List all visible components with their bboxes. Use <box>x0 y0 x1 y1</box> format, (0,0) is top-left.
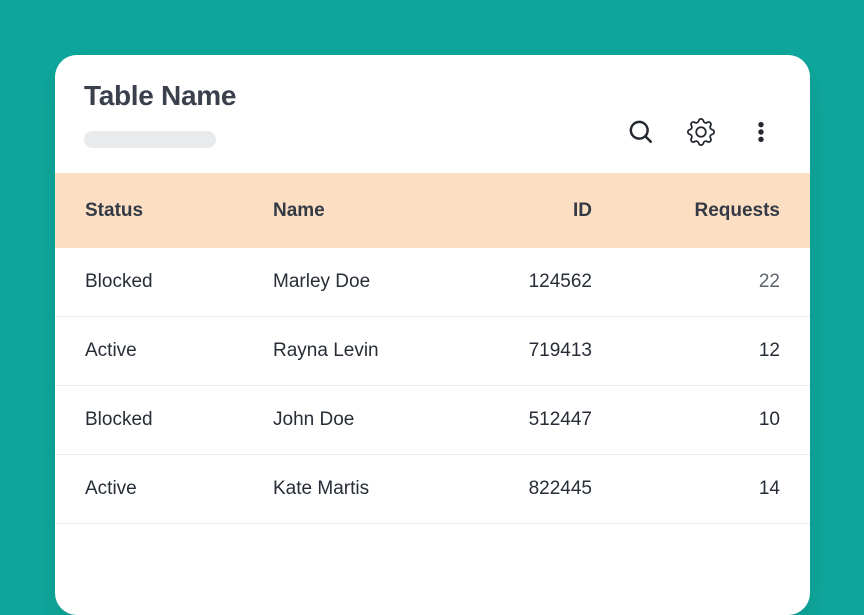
table-row-partial <box>55 524 810 564</box>
cell-id: 512447 <box>528 409 592 430</box>
app-background: { "card": { "title": "Table Name", "tool… <box>55 55 810 615</box>
toolbar-actions <box>627 118 775 146</box>
column-header-id: ID <box>573 199 592 221</box>
column-header-name: Name <box>273 199 325 221</box>
cell-id: 822445 <box>528 478 592 499</box>
cell-requests: 22 <box>758 271 780 292</box>
more-options-button[interactable] <box>747 118 775 146</box>
page-title: Table Name <box>84 80 237 111</box>
cell-name: John Doe <box>273 409 355 430</box>
cell-status: Active <box>85 340 137 361</box>
search-icon <box>627 118 655 146</box>
table-header-row: Status Name ID Requests <box>55 173 810 248</box>
table-row: Blocked John Doe 512447 10 <box>55 386 810 455</box>
table-card: Table Name <box>55 55 810 615</box>
table-row: Blocked Marley Doe 124562 22 <box>55 248 810 317</box>
cell-requests: 10 <box>758 409 780 430</box>
data-table: Status Name ID Requests Blocked Marley D… <box>55 173 810 564</box>
cell-id: 719413 <box>528 340 592 361</box>
cell-status: Blocked <box>85 409 153 430</box>
search-button[interactable] <box>627 118 655 146</box>
cell-name: Marley Doe <box>273 271 371 292</box>
table-row: Active Kate Martis 822445 14 <box>55 455 810 524</box>
cell-requests: 14 <box>758 478 780 499</box>
cell-name: Rayna Levin <box>273 340 379 361</box>
cell-status: Active <box>85 478 137 499</box>
column-header-status: Status <box>85 199 144 221</box>
settings-gear-icon <box>687 118 715 146</box>
settings-button[interactable] <box>687 118 715 146</box>
cell-name: Kate Martis <box>273 478 370 499</box>
card-header: Table Name <box>55 55 810 173</box>
column-header-requests: Requests <box>694 199 780 221</box>
more-options-kebab-icon <box>748 119 774 145</box>
subtitle-placeholder-bar <box>84 131 216 148</box>
table-row: Active Rayna Levin 719413 12 <box>55 317 810 386</box>
cell-requests: 12 <box>758 340 780 361</box>
cell-status: Blocked <box>85 271 153 292</box>
cell-id: 124562 <box>528 271 592 292</box>
